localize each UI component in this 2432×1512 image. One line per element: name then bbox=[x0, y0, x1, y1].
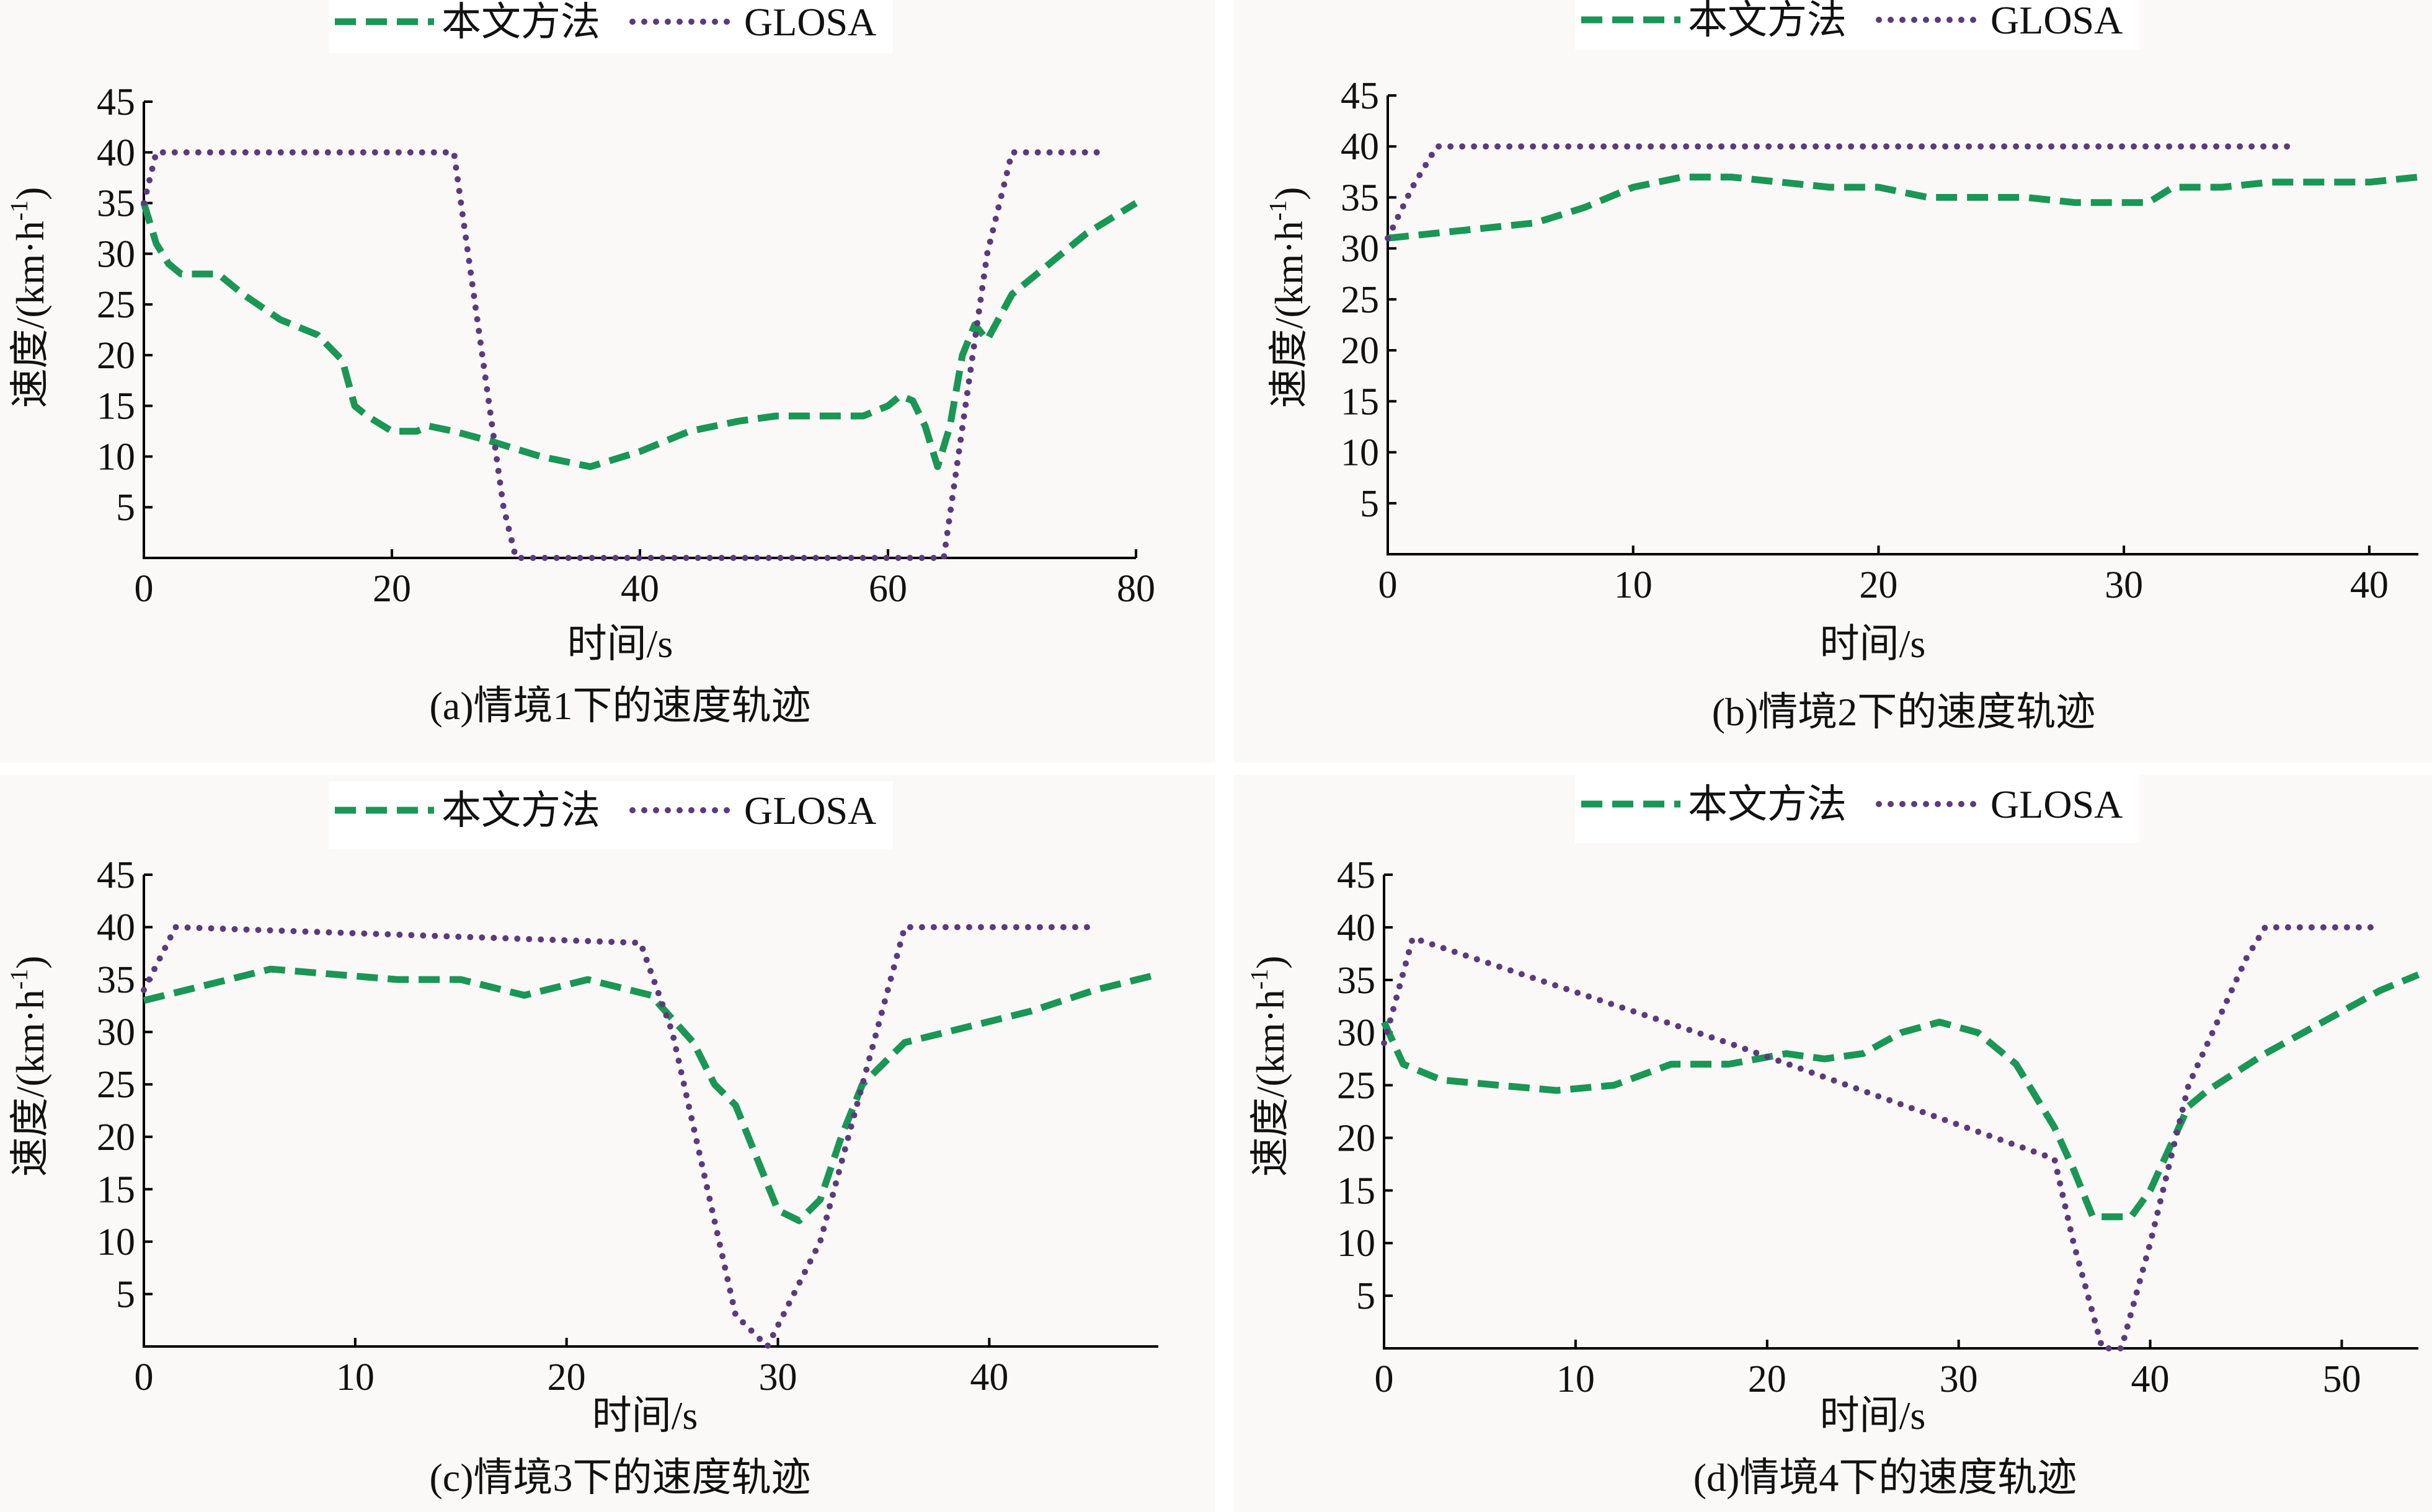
y-tick-label: 20 bbox=[97, 335, 135, 377]
y-tick-label: 40 bbox=[1341, 126, 1379, 168]
series-line-glosa bbox=[141, 149, 1102, 561]
y-tick-label: 40 bbox=[1337, 907, 1375, 949]
y-tick-label: 20 bbox=[1341, 330, 1379, 372]
x-tick-label: 10 bbox=[1556, 1358, 1595, 1400]
y-tick-label: 45 bbox=[1337, 854, 1375, 896]
y-tick-label: 35 bbox=[97, 959, 135, 1001]
y-tick-label: 30 bbox=[97, 1012, 135, 1054]
x-axis-title: 时间/s bbox=[592, 1394, 698, 1438]
x-tick-label: 80 bbox=[1117, 568, 1155, 610]
legend-box bbox=[1575, 0, 2139, 50]
y-tick-label: 25 bbox=[1337, 1065, 1375, 1107]
legend-box bbox=[329, 0, 893, 53]
panel-background bbox=[1234, 0, 2432, 763]
y-tick-label: 40 bbox=[97, 907, 135, 949]
x-tick-label: 60 bbox=[869, 568, 907, 610]
y-axis-title: 速度/(km·h-1) bbox=[1264, 187, 1311, 409]
caption-d: (d)情境4下的速度轨迹 bbox=[1693, 1456, 2077, 1500]
y-tick-label: 10 bbox=[1337, 1222, 1375, 1265]
y-tick-label: 45 bbox=[97, 854, 135, 896]
panel-background bbox=[1234, 775, 2432, 1512]
y-tick-label: 15 bbox=[1337, 1170, 1375, 1212]
x-tick-label: 20 bbox=[1859, 564, 1897, 606]
y-tick-label: 15 bbox=[97, 386, 135, 428]
legend-label-glosa: GLOSA bbox=[744, 0, 876, 44]
x-tick-label: 10 bbox=[1614, 564, 1653, 606]
y-tick-label: 25 bbox=[97, 1064, 135, 1106]
y-tick-label: 25 bbox=[97, 284, 135, 326]
x-tick-label: 20 bbox=[548, 1356, 586, 1399]
legend-label-proposed: 本文方法 bbox=[1688, 0, 1847, 42]
panel-background bbox=[0, 0, 1215, 763]
y-tick-label: 5 bbox=[1356, 1275, 1375, 1317]
panel-background bbox=[0, 775, 1215, 1512]
series-line-proposed bbox=[1380, 971, 2420, 1221]
x-tick-label: 30 bbox=[759, 1356, 797, 1399]
y-tick-label: 15 bbox=[97, 1169, 135, 1211]
x-tick-label: 0 bbox=[135, 568, 154, 610]
caption-b: (b)情境2下的速度轨迹 bbox=[1712, 690, 2096, 734]
y-tick-label: 20 bbox=[97, 1116, 135, 1159]
series-line-glosa bbox=[1381, 924, 2384, 1351]
series-line-glosa bbox=[1385, 143, 2299, 242]
x-tick-label: 0 bbox=[1378, 564, 1398, 606]
x-axis-title: 时间/s bbox=[1820, 622, 1926, 666]
chart-panel-c: 5 10 15 20 25 30 35 40 45 0 10 20 30 40 本文方法 GLOSA 时间/s 速… bbox=[0, 775, 1215, 1512]
y-tick-label: 45 bbox=[1341, 75, 1379, 117]
x-tick-label: 20 bbox=[1748, 1358, 1786, 1400]
x-tick-label: 40 bbox=[2131, 1358, 2170, 1400]
legend-label-proposed: 本文方法 bbox=[1688, 782, 1847, 826]
x-axis-title: 时间/s bbox=[1820, 1394, 1926, 1438]
legend-label-proposed: 本文方法 bbox=[442, 0, 600, 44]
y-tick-label: 30 bbox=[1337, 1012, 1375, 1054]
y-tick-label: 10 bbox=[97, 436, 135, 478]
x-tick-label: 30 bbox=[2105, 564, 2143, 606]
x-tick-label: 0 bbox=[1375, 1358, 1394, 1400]
legend-box bbox=[1575, 775, 2139, 843]
y-tick-label: 5 bbox=[116, 487, 135, 529]
x-tick-label: 10 bbox=[336, 1356, 375, 1399]
y-tick-label: 35 bbox=[97, 183, 135, 225]
legend-label-glosa: GLOSA bbox=[744, 789, 876, 833]
x-tick-label: 0 bbox=[135, 1356, 154, 1399]
caption-c: (c)情境3下的速度轨迹 bbox=[429, 1456, 810, 1500]
y-tick-label: 30 bbox=[1341, 228, 1379, 270]
y-tick-label: 5 bbox=[116, 1273, 135, 1315]
y-tick-label: 30 bbox=[97, 233, 135, 275]
chart-panel-a: 5 10 15 20 25 30 35 40 45 0 20 40 60 80 本文方法 GLOSA 时间/s 速… bbox=[0, 0, 1215, 763]
y-axis-title: 速度/(km·h-1) bbox=[5, 187, 52, 409]
y-tick-label: 45 bbox=[97, 81, 135, 123]
series-line-proposed bbox=[143, 965, 1160, 1224]
x-tick-label: 40 bbox=[2350, 564, 2389, 606]
legend-label-glosa: GLOSA bbox=[1990, 0, 2123, 42]
y-tick-label: 5 bbox=[1360, 483, 1379, 525]
y-axis-title: 速度/(km·h-1) bbox=[1245, 956, 1292, 1177]
legend-label-proposed: 本文方法 bbox=[442, 789, 600, 833]
x-tick-label: 30 bbox=[1940, 1358, 1978, 1400]
series-line-glosa bbox=[141, 924, 1098, 1350]
chart-panel-b: 5 10 15 20 25 30 35 40 45 0 10 20 30 40 本文方法 GLOSA 时间/s 速… bbox=[1234, 0, 2432, 763]
x-axis-title: 时间/s bbox=[567, 622, 673, 666]
y-tick-label: 35 bbox=[1341, 177, 1379, 219]
x-tick-label: 50 bbox=[2322, 1358, 2361, 1400]
legend-label-glosa: GLOSA bbox=[1990, 782, 2123, 826]
series-line-proposed bbox=[140, 200, 1138, 471]
y-tick-label: 35 bbox=[1337, 960, 1375, 1002]
x-tick-label: 40 bbox=[970, 1356, 1008, 1399]
legend-box bbox=[329, 781, 893, 849]
y-tick-label: 20 bbox=[1337, 1117, 1375, 1159]
x-tick-label: 20 bbox=[373, 568, 411, 610]
chart-panel-d: 5 10 15 20 25 30 35 40 45 0 10 20 30 40 50 本文方法 GLOSA 时间/… bbox=[1234, 775, 2432, 1512]
y-tick-label: 15 bbox=[1341, 381, 1379, 423]
x-tick-label: 40 bbox=[621, 568, 659, 610]
y-tick-label: 10 bbox=[97, 1221, 135, 1263]
y-tick-label: 10 bbox=[1341, 432, 1379, 474]
y-tick-label: 40 bbox=[97, 132, 135, 174]
caption-a: (a)情境1下的速度轨迹 bbox=[429, 684, 810, 728]
y-tick-label: 25 bbox=[1341, 279, 1379, 321]
y-axis-title: 速度/(km·h-1) bbox=[5, 956, 52, 1177]
